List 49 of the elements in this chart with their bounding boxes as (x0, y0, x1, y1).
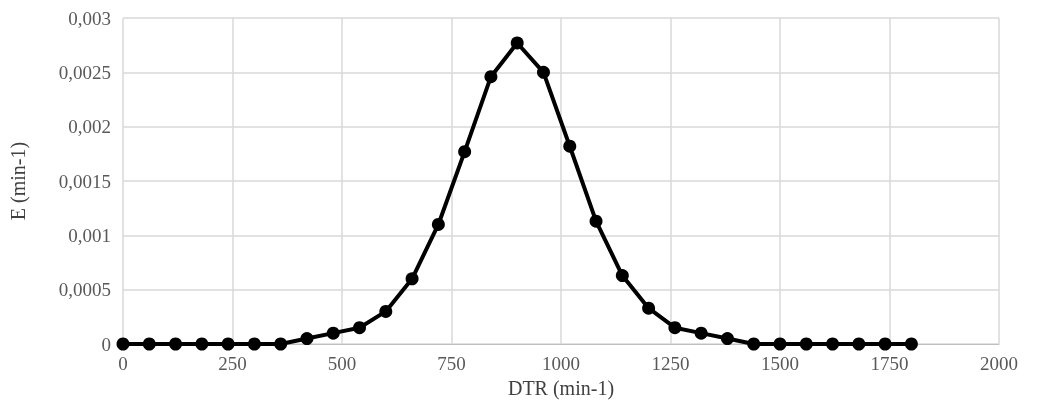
point (510, 36, 524, 50)
point (747, 337, 761, 351)
point (826, 337, 840, 351)
point (589, 214, 603, 228)
point (852, 337, 866, 351)
point (484, 70, 498, 84)
x-tick-label: 2000 (980, 353, 1018, 374)
point (799, 337, 813, 351)
point (773, 337, 787, 351)
x-tick-label: 750 (437, 353, 466, 374)
point (116, 337, 130, 351)
point (169, 337, 183, 351)
y-tick-label: 0,0005 (58, 279, 111, 301)
point (300, 332, 314, 346)
point (195, 337, 209, 351)
y-tick-label: 0,001 (68, 224, 111, 246)
y-tick-label: 0,0025 (58, 61, 111, 83)
point (878, 337, 892, 351)
x-tick-label: 500 (327, 353, 357, 374)
point (379, 304, 393, 318)
point (536, 65, 550, 79)
point (563, 139, 577, 153)
point (615, 269, 629, 283)
x-tick-label: 1250 (651, 353, 690, 374)
x-tick-label: 1500 (761, 353, 799, 374)
y-axis-title: E (min-1) (7, 141, 30, 221)
y-tick-label: 0,002 (68, 116, 111, 138)
point (142, 337, 156, 351)
point (405, 272, 419, 286)
point (668, 321, 682, 335)
point (458, 145, 472, 159)
point (353, 321, 367, 335)
x-tick-label: 250 (218, 353, 247, 374)
y-tick-label: 0,0015 (58, 170, 111, 192)
x-tick-label: 1000 (542, 353, 580, 374)
point (694, 326, 708, 340)
x-tick-label: 0 (118, 353, 128, 374)
x-axis-title: DTR (min-1) (507, 376, 615, 400)
point (431, 217, 445, 231)
point (904, 337, 918, 351)
point (642, 301, 656, 315)
point (247, 337, 261, 351)
point (274, 337, 288, 351)
point (326, 326, 340, 340)
y-tick-label: 0 (101, 333, 111, 355)
y-tick-label: 0,003 (68, 7, 111, 29)
point (720, 332, 734, 346)
point (221, 337, 235, 351)
x-tick-label: 1750 (870, 353, 909, 374)
